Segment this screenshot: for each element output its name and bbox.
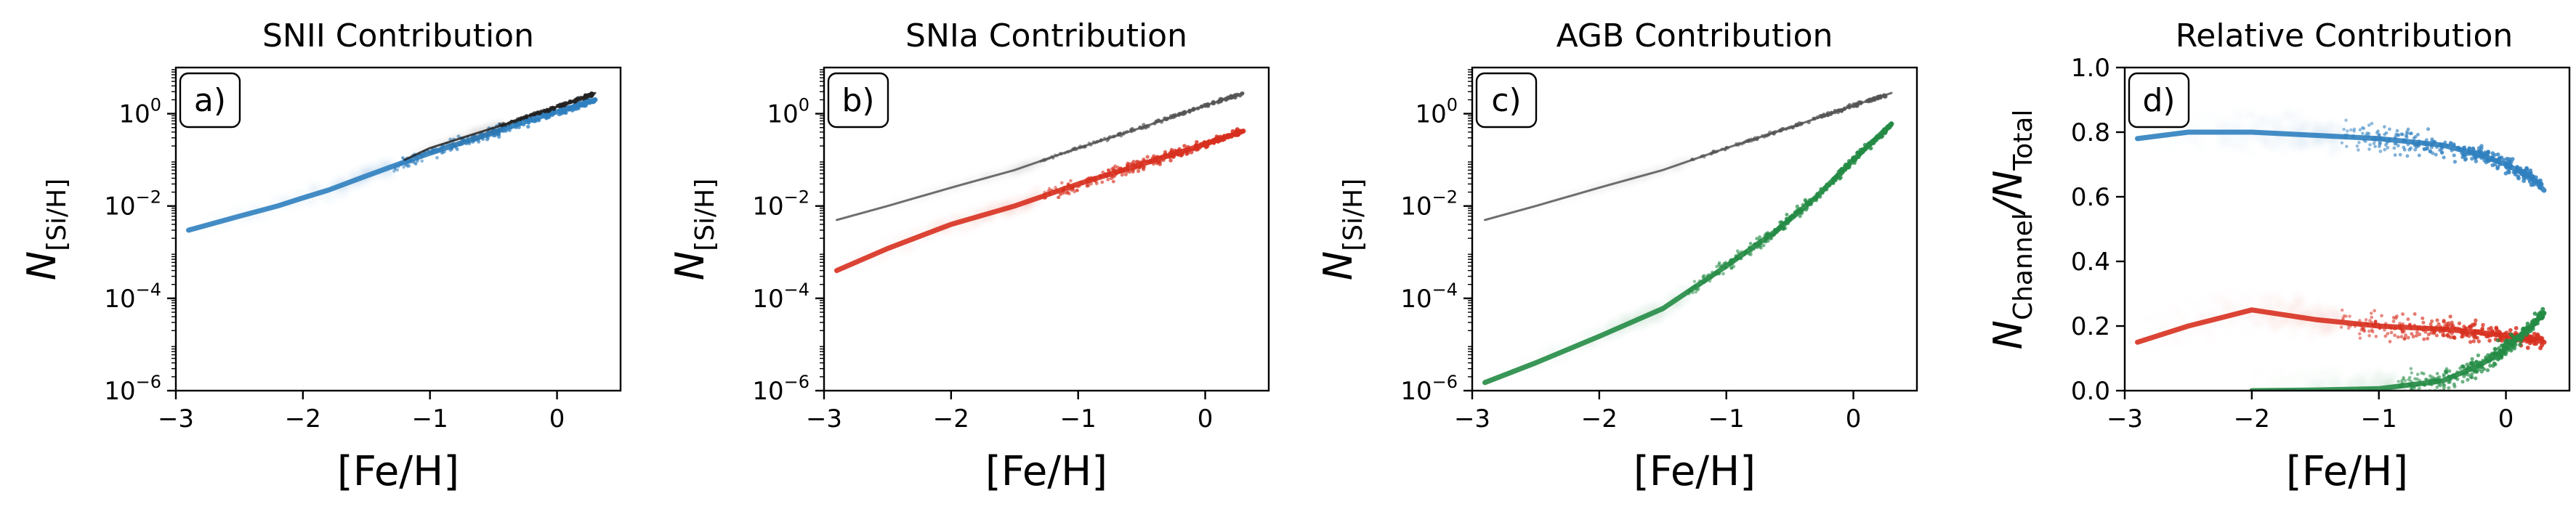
x-axis-label: [Fe/H] bbox=[2286, 448, 2408, 495]
x-tick-label: −3 bbox=[2107, 404, 2143, 433]
series-total bbox=[836, 91, 1245, 221]
series-channel bbox=[834, 127, 1246, 277]
y-tick-label: 100 bbox=[118, 95, 161, 129]
y-tick-label: 10−4 bbox=[1400, 280, 1458, 314]
series-SNII bbox=[2135, 108, 2547, 193]
y-tick-label: 10−4 bbox=[104, 280, 161, 314]
y-ticks: 0.0 0.2 0.4 0.6 0.8 1.0 bbox=[2071, 54, 2125, 406]
panel-title: Relative Contribution bbox=[2176, 17, 2514, 54]
x-ticks: −3 −2 −1 0 bbox=[158, 391, 565, 433]
panel-label: d) bbox=[2142, 82, 2175, 119]
series-line bbox=[403, 91, 597, 161]
y-ticks: 100 10−2 10−4 10−6 bbox=[104, 69, 176, 406]
y-tick-label: 10−4 bbox=[752, 280, 809, 314]
series-line bbox=[834, 129, 1246, 274]
series-line bbox=[1482, 121, 1894, 386]
y-tick-label: 0.2 bbox=[2071, 312, 2110, 341]
y-tick-label: 0.8 bbox=[2071, 118, 2110, 147]
y-tick-label: 100 bbox=[767, 95, 809, 129]
x-tick-label: −1 bbox=[1708, 404, 1745, 433]
y-tick-label: 10−6 bbox=[104, 372, 161, 406]
x-tick-label: −3 bbox=[1454, 404, 1490, 433]
x-tick-label: 0 bbox=[1198, 404, 1214, 433]
y-tick-label: 10−2 bbox=[104, 187, 161, 221]
y-axis-label: N[Si/H] bbox=[19, 179, 72, 281]
plot-frame bbox=[1471, 66, 1918, 392]
series-channel bbox=[1482, 121, 1894, 390]
x-tick-label: −2 bbox=[933, 404, 969, 433]
panel-badge-box bbox=[2128, 72, 2190, 129]
panel-b: SNIa Contribution −3 −2 −1 0 100 10−2 10−4 10−… bbox=[667, 17, 1270, 495]
panel-title: AGB Contribution bbox=[1556, 17, 1833, 54]
x-axis-label: [Fe/H] bbox=[1634, 448, 1756, 495]
series-line bbox=[186, 97, 598, 233]
x-axis-label: [Fe/H] bbox=[985, 448, 1107, 495]
series-AGB bbox=[2249, 306, 2547, 391]
panel-badge-box bbox=[827, 72, 889, 129]
x-tick-label: −1 bbox=[1060, 404, 1097, 433]
x-axis-label: [Fe/H] bbox=[337, 448, 459, 495]
panel-marks bbox=[834, 91, 1246, 277]
x-tick-label: −1 bbox=[412, 404, 448, 433]
x-tick-label: −3 bbox=[806, 404, 842, 433]
x-tick-label: 0 bbox=[1846, 404, 1862, 433]
series-line bbox=[2135, 129, 2547, 193]
y-ticks: 100 10−2 10−4 10−6 bbox=[1400, 69, 1472, 406]
x-ticks: −3 −2 −1 0 bbox=[806, 391, 1213, 433]
panel-marks bbox=[1482, 91, 1894, 390]
y-tick-label: 10−6 bbox=[1400, 372, 1458, 406]
panel-title: SNII Contribution bbox=[262, 17, 534, 54]
y-tick-label: 10−6 bbox=[752, 372, 809, 406]
y-tick-label: 10−2 bbox=[752, 187, 809, 221]
panel-a: SNII Contribution −3 −2 −1 0 100 10−2 10−4 10−… bbox=[19, 17, 622, 495]
panel-label: c) bbox=[1491, 82, 1521, 119]
panel-badge-box bbox=[1475, 72, 1538, 129]
y-axis-label: NChannel/NTotal bbox=[1985, 110, 2038, 350]
x-tick-label: 0 bbox=[549, 404, 565, 433]
panel-c: AGB Contribution −3 −2 −1 0 100 10−2 10−4 10−6… bbox=[1315, 17, 1918, 495]
plot-frame bbox=[2123, 66, 2571, 392]
series-total bbox=[1484, 91, 1893, 221]
x-tick-label: −2 bbox=[285, 404, 321, 433]
x-tick-label: −1 bbox=[2361, 404, 2397, 433]
y-axis-label: N[Si/H] bbox=[667, 179, 720, 281]
series-line bbox=[836, 91, 1245, 221]
series-total bbox=[403, 91, 597, 161]
panel-label: a) bbox=[194, 82, 226, 119]
y-axis-label: N[Si/H] bbox=[1315, 179, 1368, 281]
x-tick-label: −2 bbox=[1581, 404, 1618, 433]
series-SNIa bbox=[2135, 289, 2547, 365]
y-ticks: 100 10−2 10−4 10−6 bbox=[752, 69, 824, 406]
y-tick-label: 0.0 bbox=[2071, 377, 2110, 406]
series-channel bbox=[186, 97, 598, 237]
plot-frame bbox=[823, 66, 1270, 392]
panel-title: SNIa Contribution bbox=[905, 17, 1187, 54]
y-tick-label: 100 bbox=[1415, 95, 1458, 129]
y-tick-label: 0.6 bbox=[2071, 183, 2110, 212]
series-line bbox=[1484, 91, 1893, 221]
y-tick-label: 10−2 bbox=[1400, 187, 1458, 221]
x-tick-label: −2 bbox=[2234, 404, 2270, 433]
x-ticks: −3 −2 −1 0 bbox=[1454, 391, 1861, 433]
panel-label: b) bbox=[841, 82, 874, 119]
plot-frame bbox=[174, 66, 622, 392]
x-tick-label: −3 bbox=[158, 404, 194, 433]
panel-d: Relative Contribution −3 −2 −1 0 0.00.20.40… bbox=[1985, 17, 2571, 495]
panel-badge-box bbox=[179, 72, 241, 129]
series-line bbox=[2249, 310, 2547, 391]
y-tick-label: 1.0 bbox=[2071, 54, 2110, 83]
y-tick-label: 0.4 bbox=[2071, 248, 2110, 277]
panel-marks bbox=[186, 91, 598, 237]
x-ticks: −3 −2 −1 0 bbox=[2107, 391, 2514, 433]
x-tick-label: 0 bbox=[2498, 404, 2514, 433]
panel-marks bbox=[2135, 108, 2547, 391]
